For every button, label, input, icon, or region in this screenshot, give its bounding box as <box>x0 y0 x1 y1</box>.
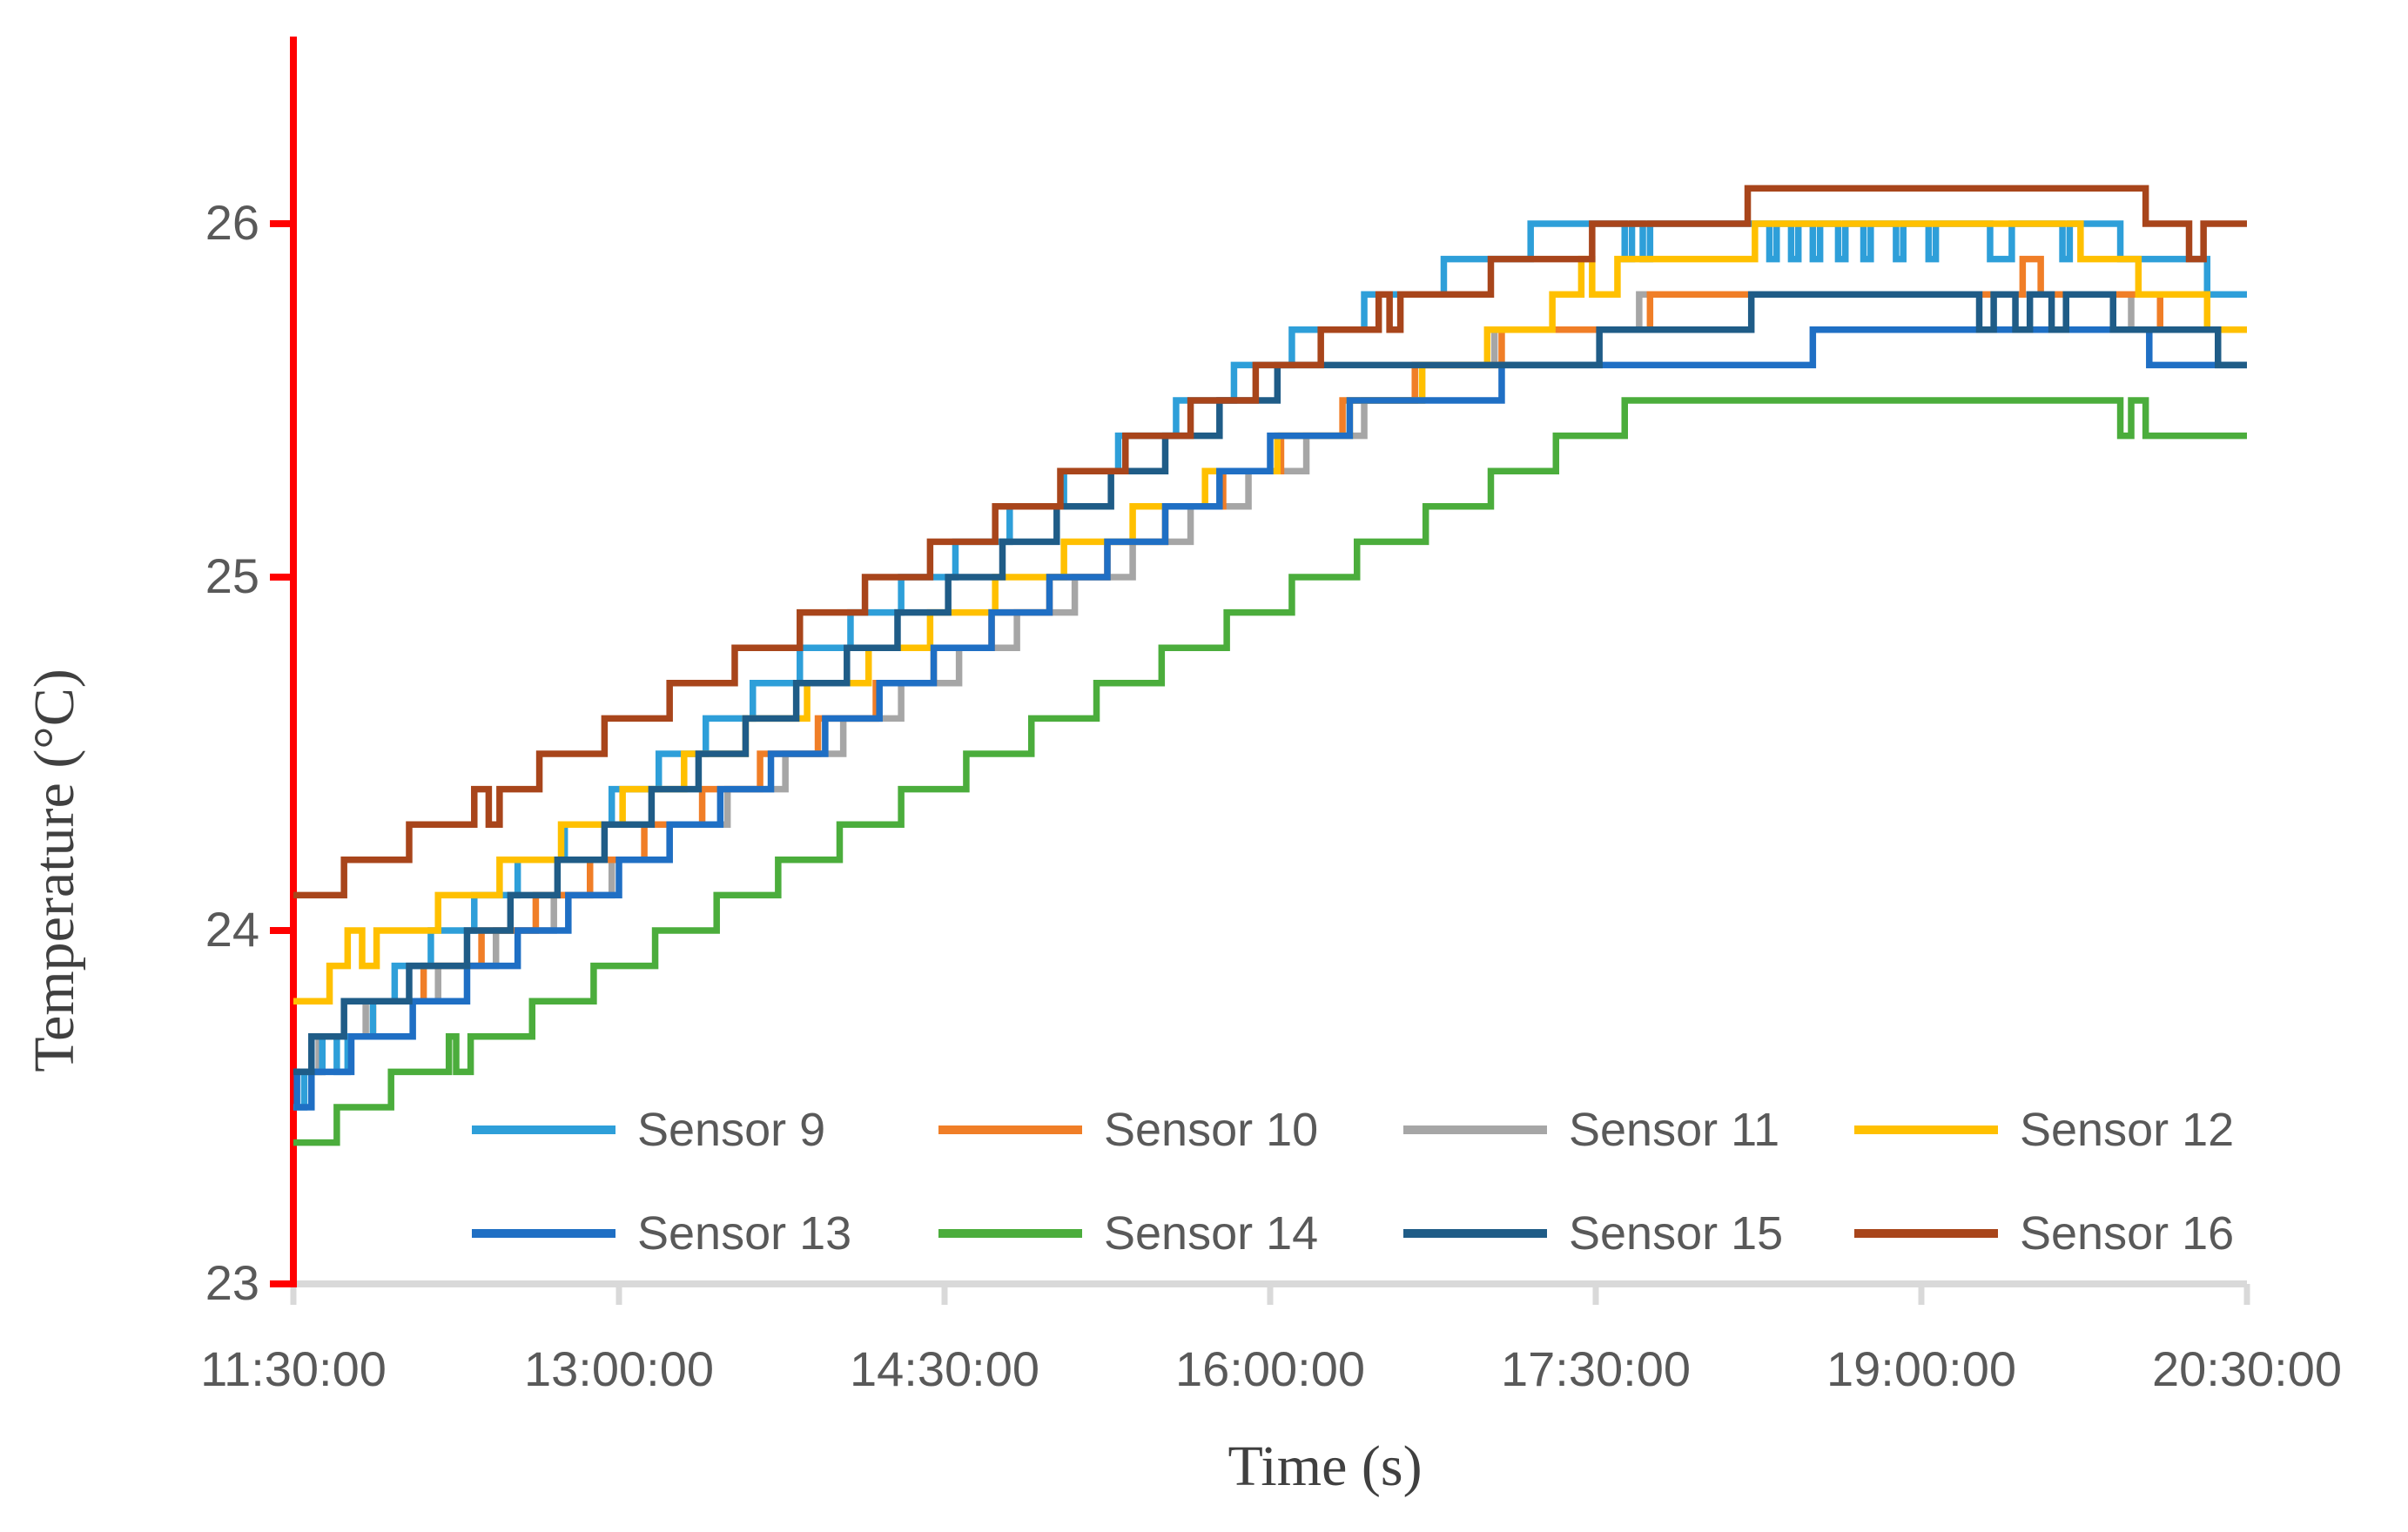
series-sensor-11-line <box>293 291 2247 1076</box>
legend-label-sensor-10: Sensor 10 <box>1104 1104 1318 1156</box>
series-sensor-10-line <box>293 255 2247 1076</box>
series-sensor-16-line <box>293 185 2247 899</box>
x-axis-title: Time (s) <box>1228 1435 1422 1498</box>
legend-label-sensor-12: Sensor 12 <box>2020 1104 2234 1156</box>
x-tick-label: 13:00:00 <box>524 1341 714 1396</box>
y-tick-label: 26 <box>205 195 259 250</box>
legend-label-sensor-11: Sensor 11 <box>1569 1104 1779 1156</box>
x-tick-label: 19:00:00 <box>1826 1341 2016 1396</box>
legend-label-sensor-13: Sensor 13 <box>637 1207 851 1260</box>
legend-label-sensor-14: Sensor 14 <box>1104 1207 1318 1260</box>
series-sensor-14-line <box>293 397 2247 1146</box>
series-sensor-9-line <box>293 220 2247 1111</box>
legend-label-sensor-15: Sensor 15 <box>1569 1207 1783 1260</box>
tick-labels-group: 11:30:00 13:00:00 14:30:00 16:00:00 17:30:00… <box>200 195 2342 1396</box>
legend-label-sensor-9: Sensor 9 <box>637 1104 825 1156</box>
series-sensor-12-line <box>293 220 2247 1005</box>
y-tick-label: 25 <box>205 548 259 603</box>
series-sensor-13-line <box>293 326 2247 1111</box>
y-axis-title: Temperature (°C) <box>23 669 86 1072</box>
legend-group: Sensor 9 Sensor 10 Sensor 11 Sensor 12 Senso… <box>472 1104 2234 1260</box>
series-group <box>293 185 2247 1146</box>
legend-label-sensor-16: Sensor 16 <box>2020 1207 2234 1260</box>
x-tick-label: 17:30:00 <box>1501 1341 1691 1396</box>
y-tick-label: 24 <box>205 902 259 957</box>
axes-group <box>270 37 2250 1305</box>
x-tick-label: 20:30:00 <box>2152 1341 2342 1396</box>
x-tick-label: 16:00:00 <box>1175 1341 1365 1396</box>
series-sensor-15-line <box>293 291 2247 1076</box>
y-tick-label: 23 <box>205 1255 259 1310</box>
x-tick-label: 14:30:00 <box>850 1341 1039 1396</box>
x-tick-label: 11:30:00 <box>200 1341 387 1396</box>
